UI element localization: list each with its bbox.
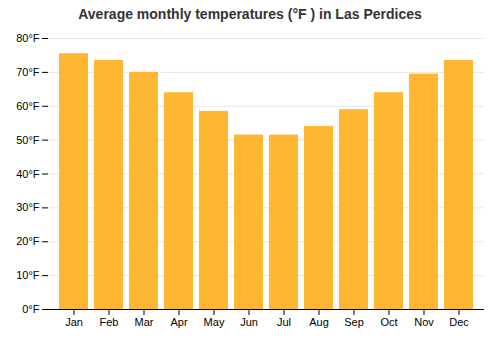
svg-text:Nov: Nov [414, 316, 434, 328]
svg-text:Dec: Dec [449, 316, 469, 328]
svg-text:Aug: Aug [309, 316, 329, 328]
svg-text:70°F: 70°F [16, 66, 40, 78]
svg-text:Jul: Jul [277, 316, 291, 328]
svg-text:May: May [204, 316, 225, 328]
svg-text:50°F: 50°F [16, 134, 40, 146]
html-text:Average monthly temperatures (: Average monthly temperatures (°F ) in La… [78, 6, 422, 22]
svg-text:40°F: 40°F [16, 168, 40, 180]
svg-text:10°F: 10°F [16, 269, 40, 281]
svg-text:80°F: 80°F [16, 32, 40, 44]
svg-text:Apr: Apr [170, 316, 187, 328]
svg-text:Jan: Jan [65, 316, 83, 328]
svg-text:Sep: Sep [344, 316, 364, 328]
svg-text:Jun: Jun [240, 316, 258, 328]
svg-text:0°F: 0°F [22, 303, 40, 315]
svg-text:60°F: 60°F [16, 100, 40, 112]
svg-text:30°F: 30°F [16, 201, 40, 213]
svg-text:Oct: Oct [380, 316, 397, 328]
svg-text:Mar: Mar [135, 316, 154, 328]
svg-text:20°F: 20°F [16, 235, 40, 247]
svg-text:Feb: Feb [100, 316, 119, 328]
